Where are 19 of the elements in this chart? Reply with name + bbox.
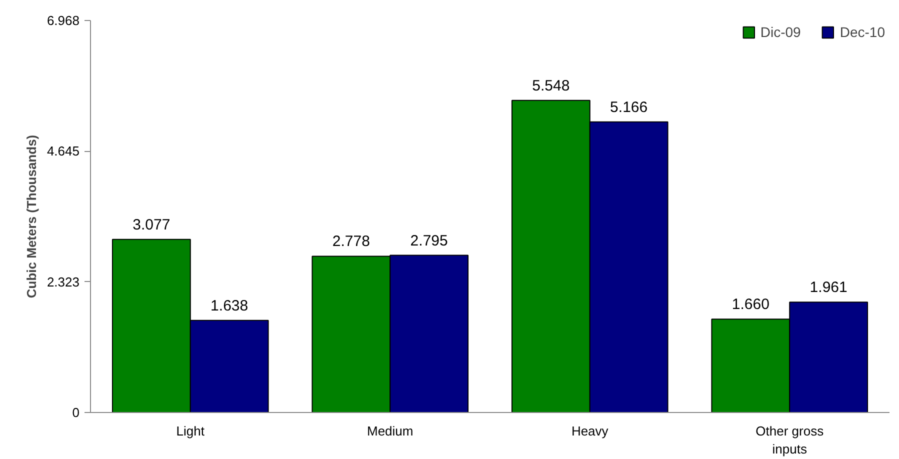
y-axis-title: Cubic Meters (Thousands): [24, 134, 39, 298]
data-label: 2.778: [332, 233, 370, 250]
data-label: 5.166: [610, 98, 648, 116]
y-tick-label: 2.323: [46, 274, 80, 290]
data-label: 1.961: [810, 279, 848, 296]
y-tick-label: 0: [72, 405, 80, 420]
data-label: 2.795: [410, 232, 448, 250]
legend-label: Dec-10: [840, 24, 885, 40]
x-tick-label: Medium: [367, 424, 414, 438]
y-tick-label: 4.645: [46, 144, 80, 159]
x-tick-label: Light: [176, 424, 205, 438]
x-tick-label: Heavy: [571, 424, 609, 438]
data-label: 3.077: [132, 216, 170, 234]
data-label: 5.548: [532, 77, 570, 94]
legend-label: Dic-09: [760, 24, 801, 40]
y-tick-label: 6.968: [46, 13, 80, 28]
data-label: 1.660: [732, 296, 770, 314]
data-label: 1.638: [210, 297, 248, 314]
x-tick-label: Other gross inputs: [756, 424, 824, 456]
